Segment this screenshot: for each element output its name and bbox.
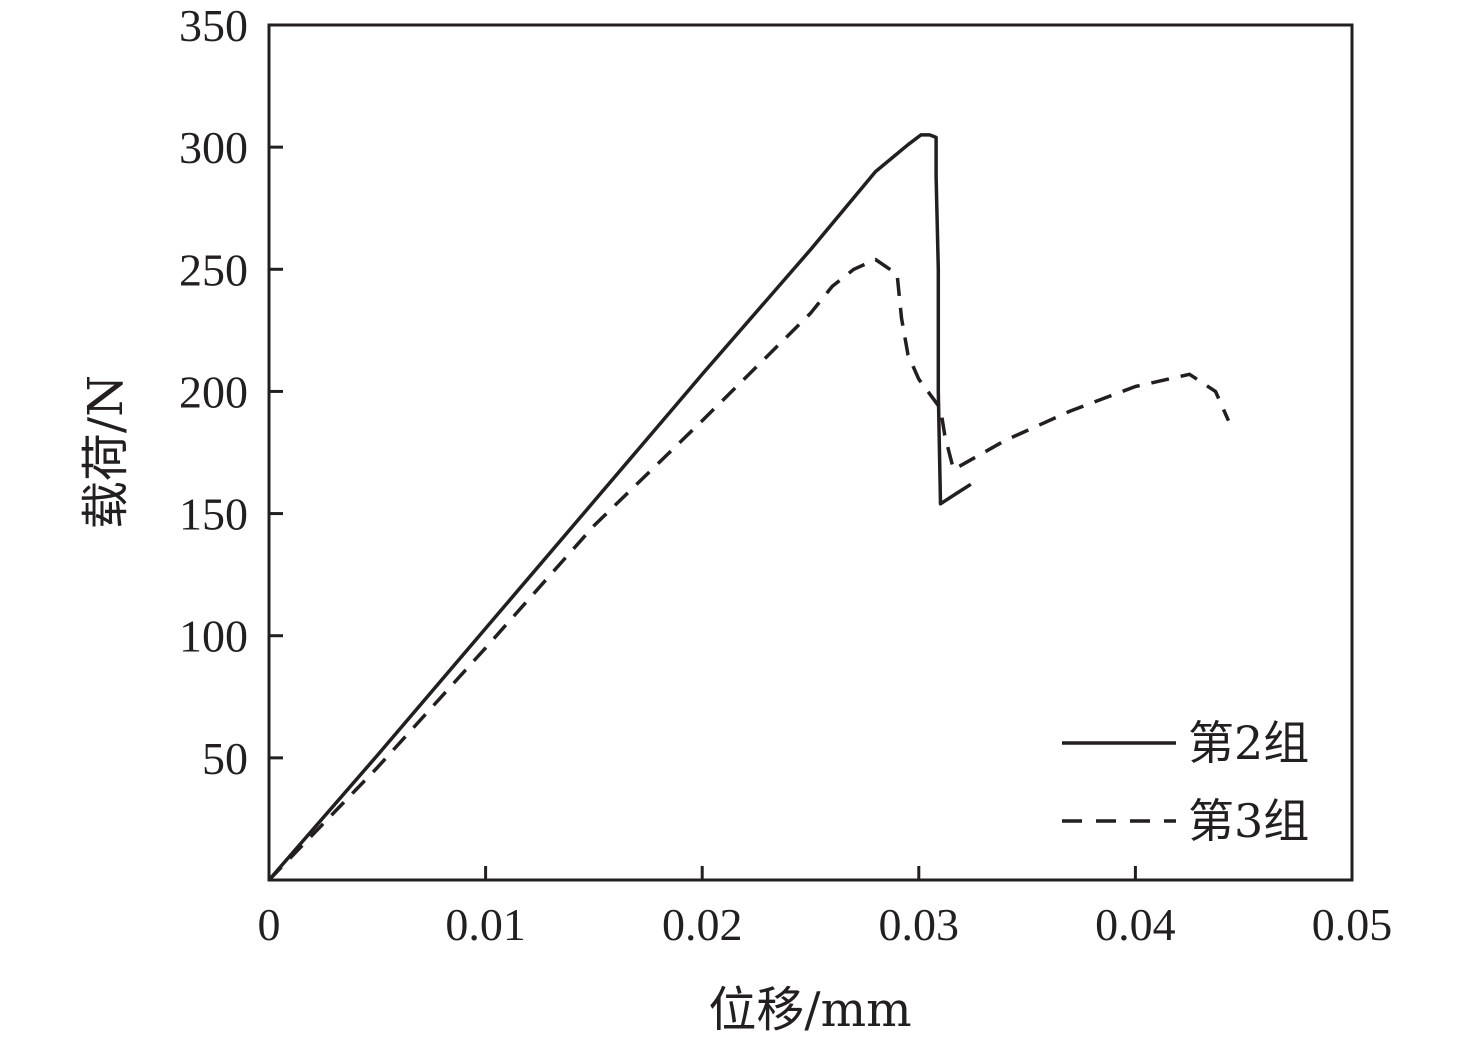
x-tick-label: 0.02	[662, 899, 743, 950]
y-axis-title: 载荷/N	[78, 375, 134, 529]
legend-label-2: 第3组	[1188, 794, 1309, 848]
y-tick-label: 100	[179, 611, 248, 662]
y-tick-label: 150	[179, 489, 248, 540]
y-tick-label: 250	[179, 244, 248, 295]
x-tick-label: 0.05	[1312, 899, 1393, 950]
y-tick-label: 200	[179, 366, 248, 417]
series-line-2	[267, 257, 1231, 882]
x-tick-label: 0.01	[445, 899, 526, 950]
series-line-1	[267, 133, 972, 882]
axis-ticks	[269, 145, 1137, 880]
y-tick-label: 50	[202, 733, 248, 784]
tick-labels: 0 0.01 0.02 0.03 0.04 0.05 50 100 150 200 250 300 35…	[179, 0, 1392, 950]
x-tick-label: 0.03	[879, 899, 960, 950]
x-tick-label: 0	[258, 899, 281, 950]
x-axis-title: 位移/mm	[708, 982, 911, 1038]
y-tick-label: 300	[179, 122, 248, 173]
x-tick-label: 0.04	[1095, 899, 1176, 950]
legend-label-1: 第2组	[1188, 716, 1309, 770]
y-tick-label: 350	[179, 0, 248, 51]
series-layer	[267, 133, 1231, 882]
plot-frame	[267, 23, 1354, 882]
